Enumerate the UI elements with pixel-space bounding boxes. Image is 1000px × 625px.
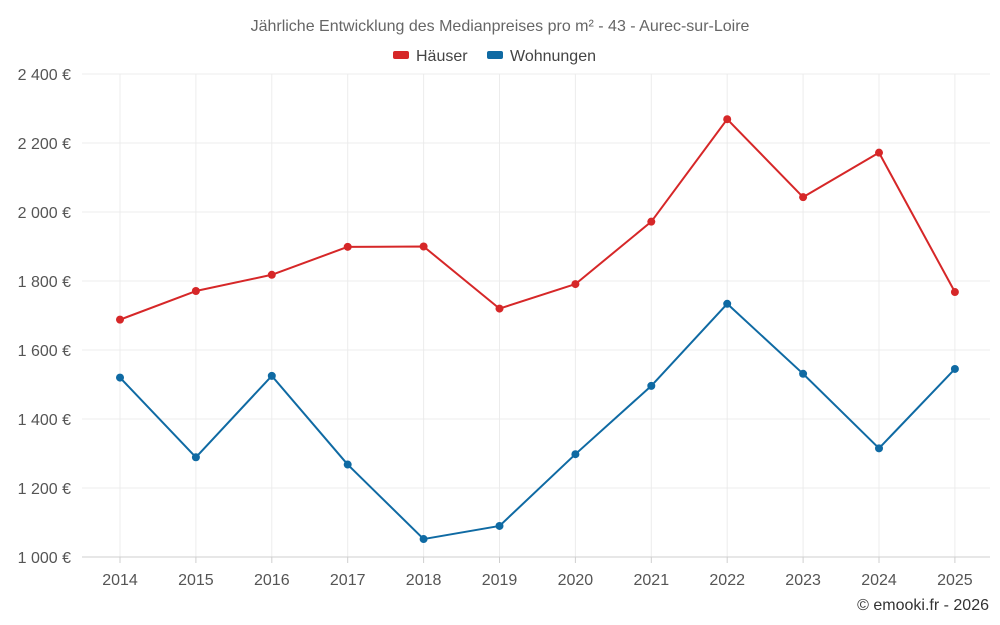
data-point	[950, 288, 959, 297]
data-point	[343, 460, 352, 469]
x-tick-label: 2016	[254, 572, 290, 589]
x-tick-label: 2020	[558, 572, 594, 589]
data-point	[191, 287, 200, 296]
legend: Häuser Wohnungen	[393, 48, 596, 65]
chart-title: Jährliche Entwicklung des Medianpreises …	[251, 18, 750, 35]
series-layer	[116, 115, 959, 544]
data-point	[116, 373, 124, 382]
data-point	[647, 381, 656, 390]
data-point	[495, 304, 504, 313]
data-point	[571, 280, 580, 289]
data-point	[495, 521, 504, 530]
legend-item-wohnungen: Wohnungen	[487, 48, 596, 65]
gridlines	[82, 73, 990, 557]
y-tick-label: 1 600 €	[18, 343, 71, 360]
data-point	[191, 453, 200, 462]
x-tick-label: 2025	[937, 572, 973, 589]
data-point	[875, 444, 883, 453]
y-tick-label: 1 800 €	[18, 274, 71, 291]
series-häuser	[116, 115, 959, 324]
data-point	[950, 364, 959, 373]
data-point	[571, 450, 580, 459]
data-point	[343, 242, 352, 251]
data-point	[647, 217, 656, 226]
credit-text: © emooki.fr - 2026	[857, 597, 989, 614]
y-tick-label: 1 000 €	[18, 550, 71, 567]
y-tick-label: 1 400 €	[18, 412, 71, 429]
y-tick-label: 2 400 €	[18, 67, 71, 84]
series-line	[119, 302, 956, 541]
x-tick-label: 2021	[634, 572, 670, 589]
y-tick-label: 2 000 €	[18, 205, 71, 222]
x-tick-label: 2017	[330, 572, 366, 589]
legend-swatch	[487, 51, 503, 59]
data-point	[723, 115, 732, 124]
series-wohnungen	[116, 299, 959, 544]
data-point	[875, 148, 883, 157]
x-tick-label: 2023	[785, 572, 821, 589]
data-point	[267, 270, 276, 279]
legend-label: Häuser	[416, 48, 468, 65]
x-tick-label: 2014	[102, 572, 138, 589]
data-point	[267, 371, 276, 380]
x-tick-label: 2019	[482, 572, 518, 589]
data-point	[799, 369, 808, 378]
x-tick-label: 2018	[406, 572, 442, 589]
data-point	[419, 242, 428, 251]
legend-swatch	[393, 51, 409, 59]
data-point	[419, 535, 428, 544]
y-axis: 1 000 € 1 200 € 1 400 € 1 600 € 1 800 € 2 000…	[18, 67, 71, 567]
x-tick-label: 2022	[709, 572, 745, 589]
x-axis: 2014 2015 2016 2017 2018 2019 2020 2021 2022 2023…	[82, 556, 990, 589]
legend-item-häuser: Häuser	[393, 48, 468, 65]
legend-label: Wohnungen	[510, 48, 596, 65]
data-point	[799, 193, 808, 202]
y-tick-label: 1 200 €	[18, 481, 71, 498]
y-tick-label: 2 200 €	[18, 136, 71, 153]
data-point	[723, 299, 732, 308]
x-tick-label: 2024	[861, 572, 897, 589]
series-line	[119, 118, 956, 321]
data-point	[116, 315, 124, 324]
x-tick-label: 2015	[178, 572, 214, 589]
